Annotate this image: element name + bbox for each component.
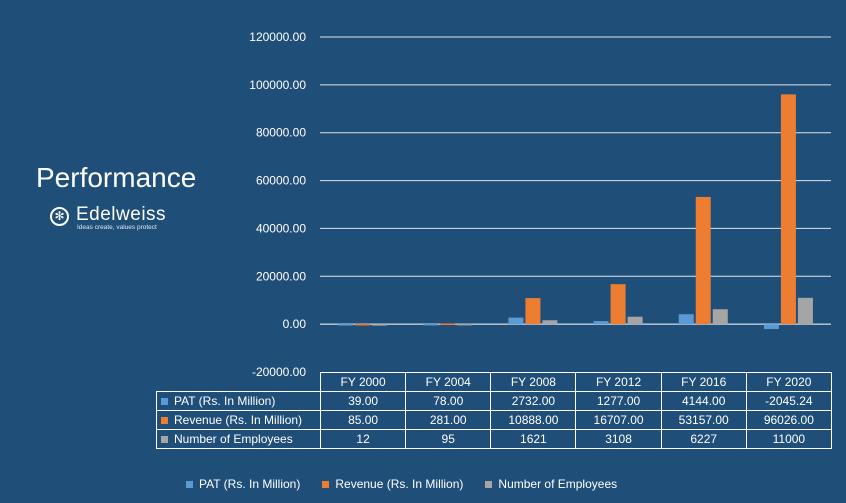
edelweiss-logo: ✻ Edelweiss Ideas create, values protect xyxy=(50,204,190,234)
y-tick-label: 80000.00 xyxy=(256,126,306,140)
gridlines xyxy=(320,36,831,325)
y-tick-label: 120000.00 xyxy=(249,30,306,44)
bars xyxy=(338,94,813,330)
legend-swatch xyxy=(322,481,330,488)
data-label: 39.00 xyxy=(319,391,407,411)
data-table: FY 2000 FY 2004 FY 2008 FY 2012 FY 2016 FY 20… xyxy=(156,372,832,449)
data-label: 85.00 xyxy=(319,410,407,430)
bar-pat-rs-in-million-fy-2020 xyxy=(763,324,779,330)
category-label: FY 2016 xyxy=(660,372,747,392)
category-label: FY 2012 xyxy=(575,372,662,392)
data-label: 2732.00 xyxy=(490,391,577,411)
y-tick-label: 20000.00 xyxy=(256,269,306,283)
bar-pat-rs-in-million-fy-2012 xyxy=(593,321,609,325)
bar-pat-rs-in-million-fy-2000 xyxy=(338,324,354,326)
category-label: FY 2020 xyxy=(745,372,832,392)
bar-revenue-rs-in-million-fy-2012 xyxy=(610,284,626,325)
y-tick-label: 60000.00 xyxy=(256,174,306,188)
category-label: FY 2008 xyxy=(490,372,577,392)
series-swatch xyxy=(161,398,168,405)
legend-item-number-of-employees: Number of Employees xyxy=(485,477,617,491)
bar-number-of-employees-fy-2004 xyxy=(457,323,473,326)
legend-label: PAT (Rs. In Million) xyxy=(199,477,301,491)
logo-tagline: Ideas create, values protect xyxy=(77,224,157,231)
bar-number-of-employees-fy-2016 xyxy=(712,309,728,325)
bar-pat-rs-in-million-fy-2016 xyxy=(678,314,694,325)
snowflake-icon: ✻ xyxy=(50,207,69,226)
bar-number-of-employees-fy-2000 xyxy=(372,324,388,326)
data-label: 10888.00 xyxy=(490,410,577,430)
y-tick-label: 100000.00 xyxy=(249,78,306,92)
data-label: 16707.00 xyxy=(575,410,662,430)
bar-number-of-employees-fy-2012 xyxy=(627,316,643,325)
series-label: Revenue (Rs. In Million) xyxy=(156,410,321,430)
data-label: 3108 xyxy=(575,429,662,449)
bar-pat-rs-in-million-fy-2004 xyxy=(423,323,439,326)
data-label: 12 xyxy=(319,429,407,449)
chart-legend: PAT (Rs. In Million) Revenue (Rs. In Mill… xyxy=(186,477,617,491)
table-header-row: FY 2000 FY 2004 FY 2008 FY 2012 FY 2016 FY 20… xyxy=(156,372,832,392)
bar-revenue-rs-in-million-fy-2020 xyxy=(780,94,796,325)
data-label: 1277.00 xyxy=(575,391,662,411)
bar-revenue-rs-in-million-fy-2004 xyxy=(440,323,456,325)
category-label: FY 2004 xyxy=(405,372,492,392)
series-label: PAT (Rs. In Million) xyxy=(156,391,321,411)
bar-number-of-employees-fy-2008 xyxy=(542,320,558,325)
bar-revenue-rs-in-million-fy-2000 xyxy=(355,323,371,326)
series-swatch xyxy=(161,436,168,443)
data-label: 78.00 xyxy=(405,391,492,411)
table-corner xyxy=(156,372,321,392)
data-label: -2045.24 xyxy=(745,391,832,411)
data-label: 96026.00 xyxy=(745,410,832,430)
data-label: 11000 xyxy=(745,429,832,449)
table-row: PAT (Rs. In Million) 39.00 78.00 2732.00 127… xyxy=(156,391,832,411)
legend-label: Revenue (Rs. In Million) xyxy=(335,477,464,491)
legend-item-revenue-rs-in-million: Revenue (Rs. In Million) xyxy=(322,477,463,491)
series-swatch xyxy=(161,417,168,424)
series-name: Number of Employees xyxy=(174,432,293,446)
series-name: PAT (Rs. In Million) xyxy=(174,394,276,408)
logo-name: Edelweiss xyxy=(76,204,167,225)
bar-revenue-rs-in-million-fy-2016 xyxy=(695,196,711,325)
data-label: 6227 xyxy=(660,429,747,449)
data-label: 95 xyxy=(405,429,492,449)
series-name: Revenue (Rs. In Million) xyxy=(174,413,303,427)
category-label: FY 2000 xyxy=(319,372,407,392)
table-row: Revenue (Rs. In Million) 85.00 281.00 10888… xyxy=(156,410,832,430)
legend-swatch xyxy=(485,481,493,488)
page-title: Performance xyxy=(36,162,197,193)
data-label: 1621 xyxy=(490,429,577,449)
bar-number-of-employees-fy-2020 xyxy=(797,297,813,325)
y-tick-label: 40000.00 xyxy=(256,221,306,235)
y-axis-labels: -20000.000.0020000.0040000.0060000.00800… xyxy=(249,30,306,379)
series-label: Number of Employees xyxy=(156,429,321,449)
data-label: 53157.00 xyxy=(660,410,747,430)
table-row: Number of Employees 12 95 1621 3108 6227 11000 xyxy=(156,429,832,449)
legend-swatch xyxy=(186,481,193,488)
legend-label: Number of Employees xyxy=(498,477,618,491)
legend-item-pat-rs-in-million: PAT (Rs. In Million) xyxy=(186,477,300,491)
y-tick-label: 0.00 xyxy=(283,317,307,331)
bar-revenue-rs-in-million-fy-2008 xyxy=(525,298,541,325)
bar-pat-rs-in-million-fy-2008 xyxy=(508,317,524,325)
data-label: 4144.00 xyxy=(660,391,747,411)
data-label: 281.00 xyxy=(405,410,492,430)
